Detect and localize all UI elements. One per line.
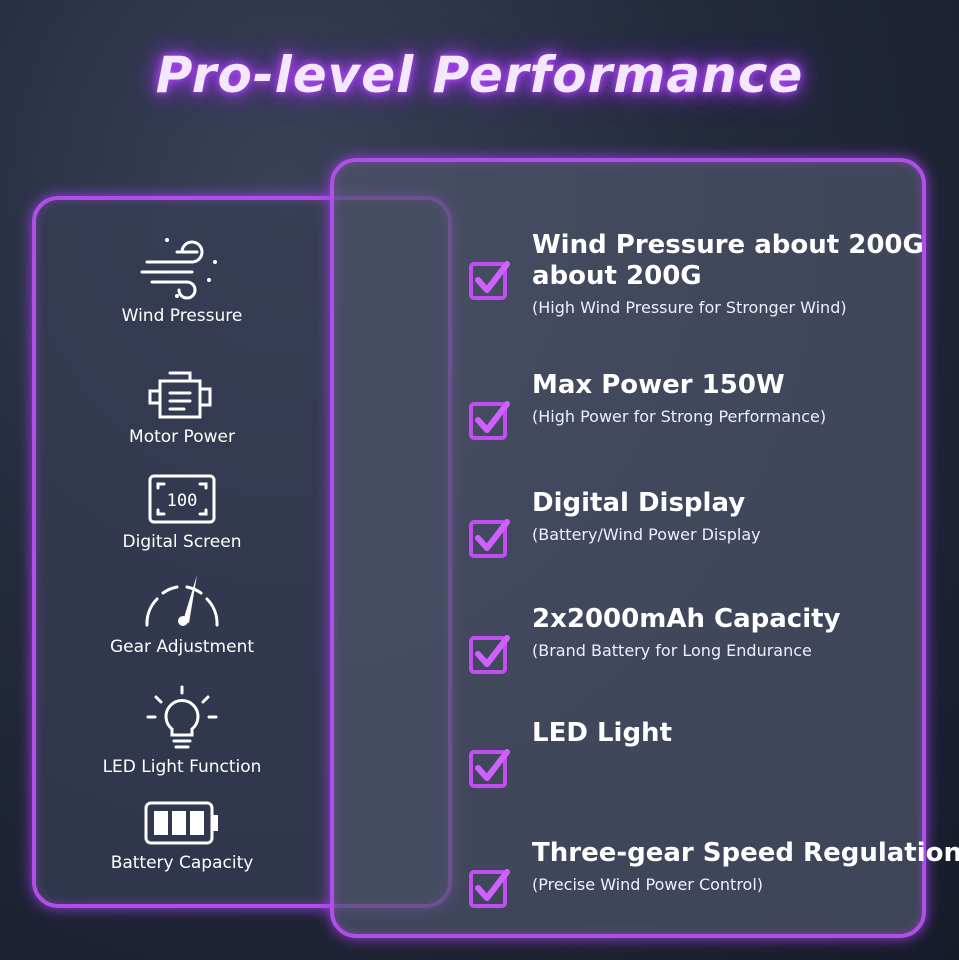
checkbox — [468, 516, 512, 564]
spec-text: Max Power 150W (High Power for Strong Per… — [532, 370, 826, 426]
spec-title: Three-gear Speed Regulation — [532, 838, 959, 868]
icon — [148, 371, 212, 419]
checkbox — [468, 632, 512, 680]
screen-text: 100 — [167, 491, 198, 511]
icon: 100 — [148, 474, 216, 524]
icon — [146, 685, 218, 749]
feature-icon — [32, 232, 332, 302]
spec-subtitle: (High Power for Strong Performance) — [532, 407, 827, 426]
feature-label: Motor Power — [129, 427, 235, 447]
check-icon — [469, 635, 510, 674]
feature: Gear Adjustment — [32, 573, 332, 657]
spec-title: Max Power 150W — [532, 370, 785, 400]
feature: Wind Pressure — [32, 232, 332, 326]
checkbox — [468, 746, 512, 794]
check-icon — [469, 749, 510, 788]
feature-icon — [32, 683, 332, 753]
spec-text: Wind Pressure about 200G about 200G (High … — [532, 230, 924, 317]
spec-subtitle: (Battery/Wind Power Display — [532, 525, 761, 544]
spec-title: about 200G — [532, 261, 702, 291]
spec-text: 2x2000mAh Capacity (Brand Battery for Lon… — [532, 604, 840, 660]
spec-title: Wind Pressure about 200G — [532, 230, 924, 260]
icon — [144, 801, 218, 845]
checkbox — [468, 258, 512, 306]
spec-subtitle: (Brand Battery for Long Endurance — [532, 641, 812, 660]
spec-text: Digital Display (Battery/Wind Power Displ… — [532, 488, 761, 544]
page-title: Pro-level Performance — [155, 46, 804, 104]
feature: 100 Digital Screen — [32, 472, 332, 552]
feature: Motor Power — [32, 367, 332, 447]
feature-icon — [32, 797, 332, 849]
check-icon — [469, 869, 510, 908]
spec-text: LED Light — [532, 718, 672, 749]
icon — [140, 238, 217, 300]
spec-text: Three-gear Speed Regulation (Precise Wind… — [532, 838, 959, 894]
icon — [145, 575, 219, 627]
feature-label: Battery Capacity — [110, 853, 254, 873]
spec-panel — [330, 158, 926, 938]
feature-icon: 100 — [32, 472, 332, 528]
feature-label: Digital Screen — [122, 532, 242, 552]
feature-icon — [32, 573, 332, 633]
check-icon — [469, 519, 510, 558]
feature-label: LED Light Function — [102, 757, 262, 777]
checkbox — [468, 866, 512, 914]
checkbox — [468, 398, 512, 446]
feature: Battery Capacity — [32, 797, 332, 873]
spec-title: 2x2000mAh Capacity — [532, 604, 841, 634]
spec-title: Digital Display — [532, 488, 746, 518]
feature-label: Wind Pressure — [121, 306, 243, 326]
check-icon — [469, 401, 510, 440]
check-icon — [469, 261, 510, 300]
spec-subtitle: (Precise Wind Power Control) — [532, 875, 764, 894]
spec-subtitle: (High Wind Pressure for Stronger Wind) — [532, 298, 847, 317]
spec-title: LED Light — [532, 718, 672, 748]
feature: LED Light Function — [32, 683, 332, 777]
feature-icon — [32, 367, 332, 423]
feature-label: Gear Adjustment — [109, 637, 255, 657]
